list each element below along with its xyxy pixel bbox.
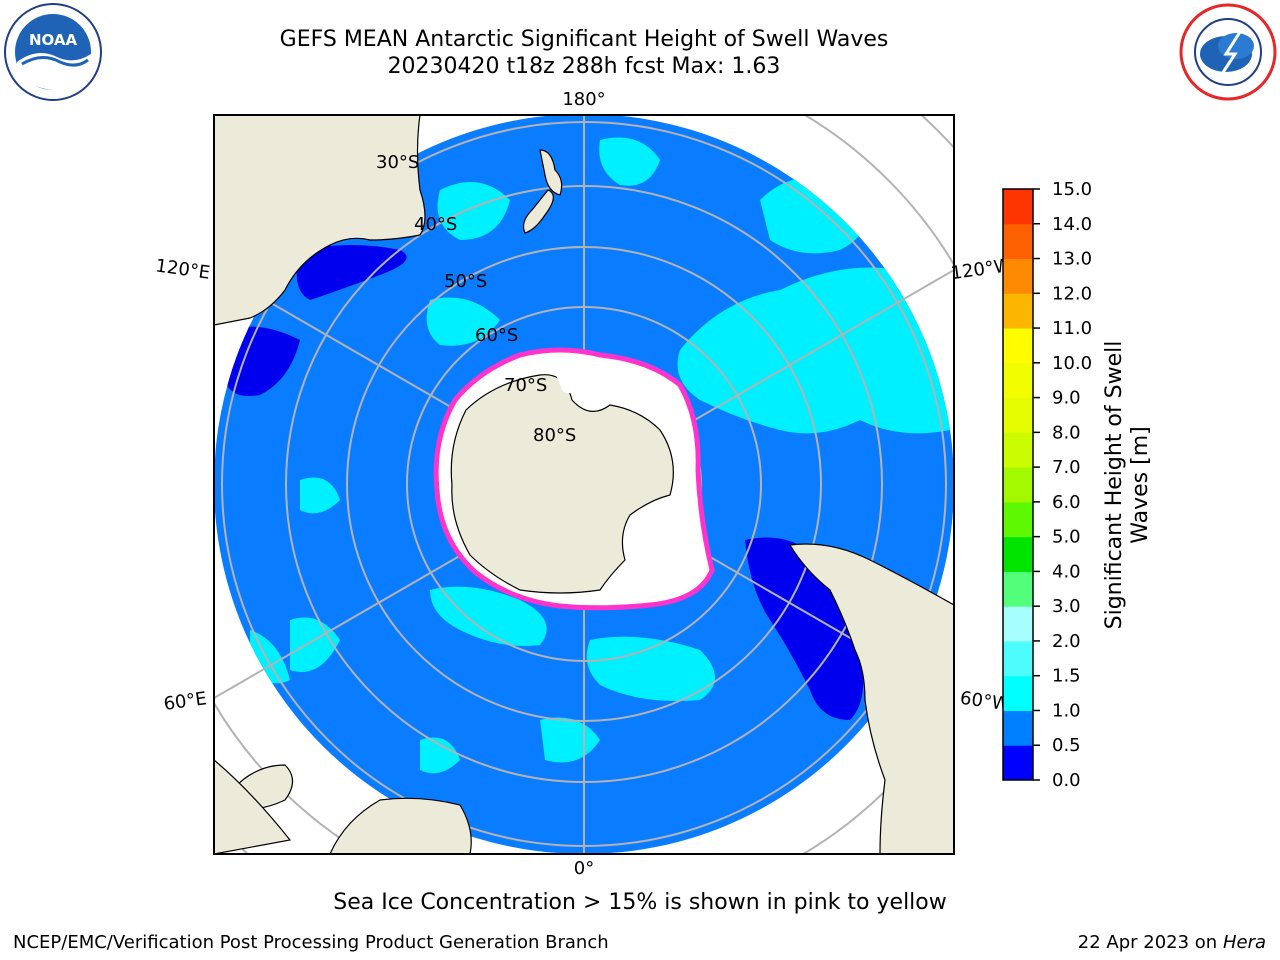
colorbar-blocks (1003, 189, 1033, 781)
sea-ice-note: Sea Ice Concentration > 15% is shown in … (333, 890, 947, 915)
colorbar-label-line2: Waves [m] (1128, 426, 1153, 544)
colorbar-block (1003, 571, 1033, 607)
colorbar-tick-label: 12.0 (1052, 283, 1092, 304)
lat-label-40s: 40°S (414, 214, 457, 235)
antarctica (433, 347, 715, 611)
footer-credit: NCEP/EMC/Verification Post Processing Pr… (13, 932, 609, 953)
colorbar-tick-label: 4.0 (1052, 561, 1081, 582)
footer-date-text: 22 Apr 2023 on (1077, 932, 1223, 953)
colorbar-label-line1: Significant Height of Swell (1102, 340, 1127, 630)
chart-subtitle: 20230420 t18z 288h fcst Max: 1.63 (387, 54, 781, 79)
nws-logo (1179, 3, 1277, 101)
colorbar-tick-label: 2.0 (1052, 631, 1081, 652)
footer-date: 22 Apr 2023 on Hera (1078, 932, 1266, 953)
africa-west (214, 759, 292, 854)
africa (329, 797, 472, 854)
colorbar-tick-label: 15.0 (1052, 179, 1092, 200)
colorbar-tick-label: 3.0 (1052, 596, 1081, 617)
colorbar-block (1003, 258, 1033, 294)
footer-host: Hera (1222, 932, 1266, 953)
colorbar-tick-label: 1.5 (1052, 666, 1081, 687)
colorbar-block (1003, 675, 1033, 711)
australia (214, 115, 426, 326)
colorbar-tick-label: 8.0 (1052, 422, 1081, 443)
colorbar-block (1003, 189, 1033, 225)
colorbar-tick-label: 11.0 (1052, 318, 1092, 339)
colorbar-tick-label: 0.5 (1052, 735, 1081, 756)
graticule (214, 115, 954, 854)
colorbar-tick-label: 13.0 (1052, 249, 1092, 270)
colorbar-tick-label: 6.0 (1052, 492, 1081, 513)
chart-title: GEFS MEAN Antarctic Significant Height o… (279, 27, 889, 52)
colorbar-tick-label: 7.0 (1052, 457, 1081, 478)
noaa-logo-text: NOAA (29, 31, 78, 49)
colorbar-tick-label: 14.0 (1052, 214, 1092, 235)
colorbar-tick-label: 9.0 (1052, 388, 1081, 409)
new-zealand-south (522, 189, 554, 234)
colorbar-tick-label: 1.0 (1052, 700, 1081, 721)
colorbar-block (1003, 745, 1033, 781)
colorbar-tick-label: 10.0 (1052, 353, 1092, 374)
lon-label-180: 180° (562, 89, 605, 110)
colorbar-block (1003, 328, 1033, 364)
colorbar-block (1003, 397, 1033, 433)
lon-label-0: 0° (574, 858, 594, 879)
lat-label-80s: 80°S (533, 425, 576, 446)
colorbar-block (1003, 606, 1033, 642)
colorbar-block (1003, 467, 1033, 503)
lat-label-60s: 60°S (475, 325, 518, 346)
colorbar-block (1003, 536, 1033, 572)
colorbar-block (1003, 710, 1033, 746)
south-america (789, 543, 954, 854)
new-zealand-north (539, 149, 563, 196)
lat-label-70s: 70°S (504, 375, 547, 396)
lat-label-50s: 50°S (444, 271, 487, 292)
noaa-logo: NOAA (4, 3, 102, 101)
colorbar-block (1003, 293, 1033, 329)
continents (214, 115, 954, 854)
colorbar-block (1003, 501, 1033, 538)
colorbar-ticks: 15.0 14.0 13.0 12.0 11.0 10.0 9.0 8.0 7.0 6.0 5.0 4… (1033, 179, 1092, 791)
colorbar-block (1003, 432, 1033, 468)
colorbar-block (1003, 640, 1033, 677)
colorbar-block (1003, 223, 1033, 260)
lat-label-30s: 30°S (376, 152, 419, 173)
colorbar-block (1003, 362, 1033, 399)
colorbar-tick-label: 0.0 (1052, 770, 1081, 791)
colorbar-tick-label: 5.0 (1052, 527, 1081, 548)
